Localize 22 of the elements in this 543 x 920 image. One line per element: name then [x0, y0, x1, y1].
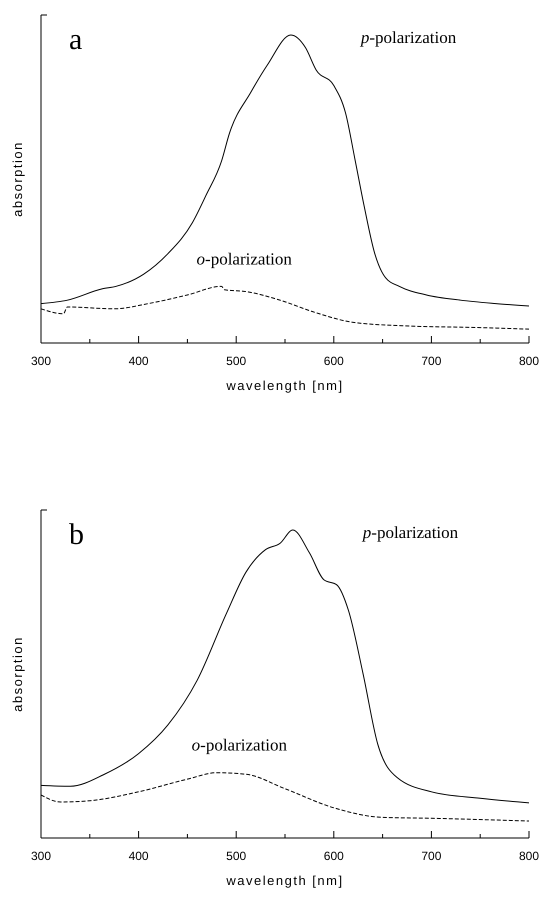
chart-title: a [69, 23, 82, 56]
series-label: o-polarization [192, 736, 288, 755]
x-tick-label: 800 [518, 849, 540, 863]
x-tick-label: 400 [128, 849, 149, 863]
y-axis-title: absorption [10, 141, 25, 217]
chart-title: b [69, 518, 84, 551]
x-tick-label: 500 [226, 849, 247, 863]
x-tick-label: 600 [324, 354, 344, 368]
x-tick-label: 600 [324, 849, 344, 863]
x-axis-title: wavelength [nm] [225, 873, 344, 888]
text: p-polarization [360, 28, 457, 47]
x-axis-title: wavelength [nm] [225, 378, 344, 393]
x-tick-label: 700 [421, 354, 442, 368]
x-tick-label: 400 [128, 354, 149, 368]
x-tick-label: 800 [518, 354, 540, 368]
series-label: o-polarization [196, 249, 292, 268]
text: p-polarization [362, 523, 459, 542]
x-tick-label: 300 [30, 354, 52, 368]
x-tick-label: 500 [226, 354, 247, 368]
x-tick-label: 300 [30, 849, 52, 863]
y-axis-title: absorption [10, 636, 25, 712]
x-tick-label: 700 [421, 849, 442, 863]
